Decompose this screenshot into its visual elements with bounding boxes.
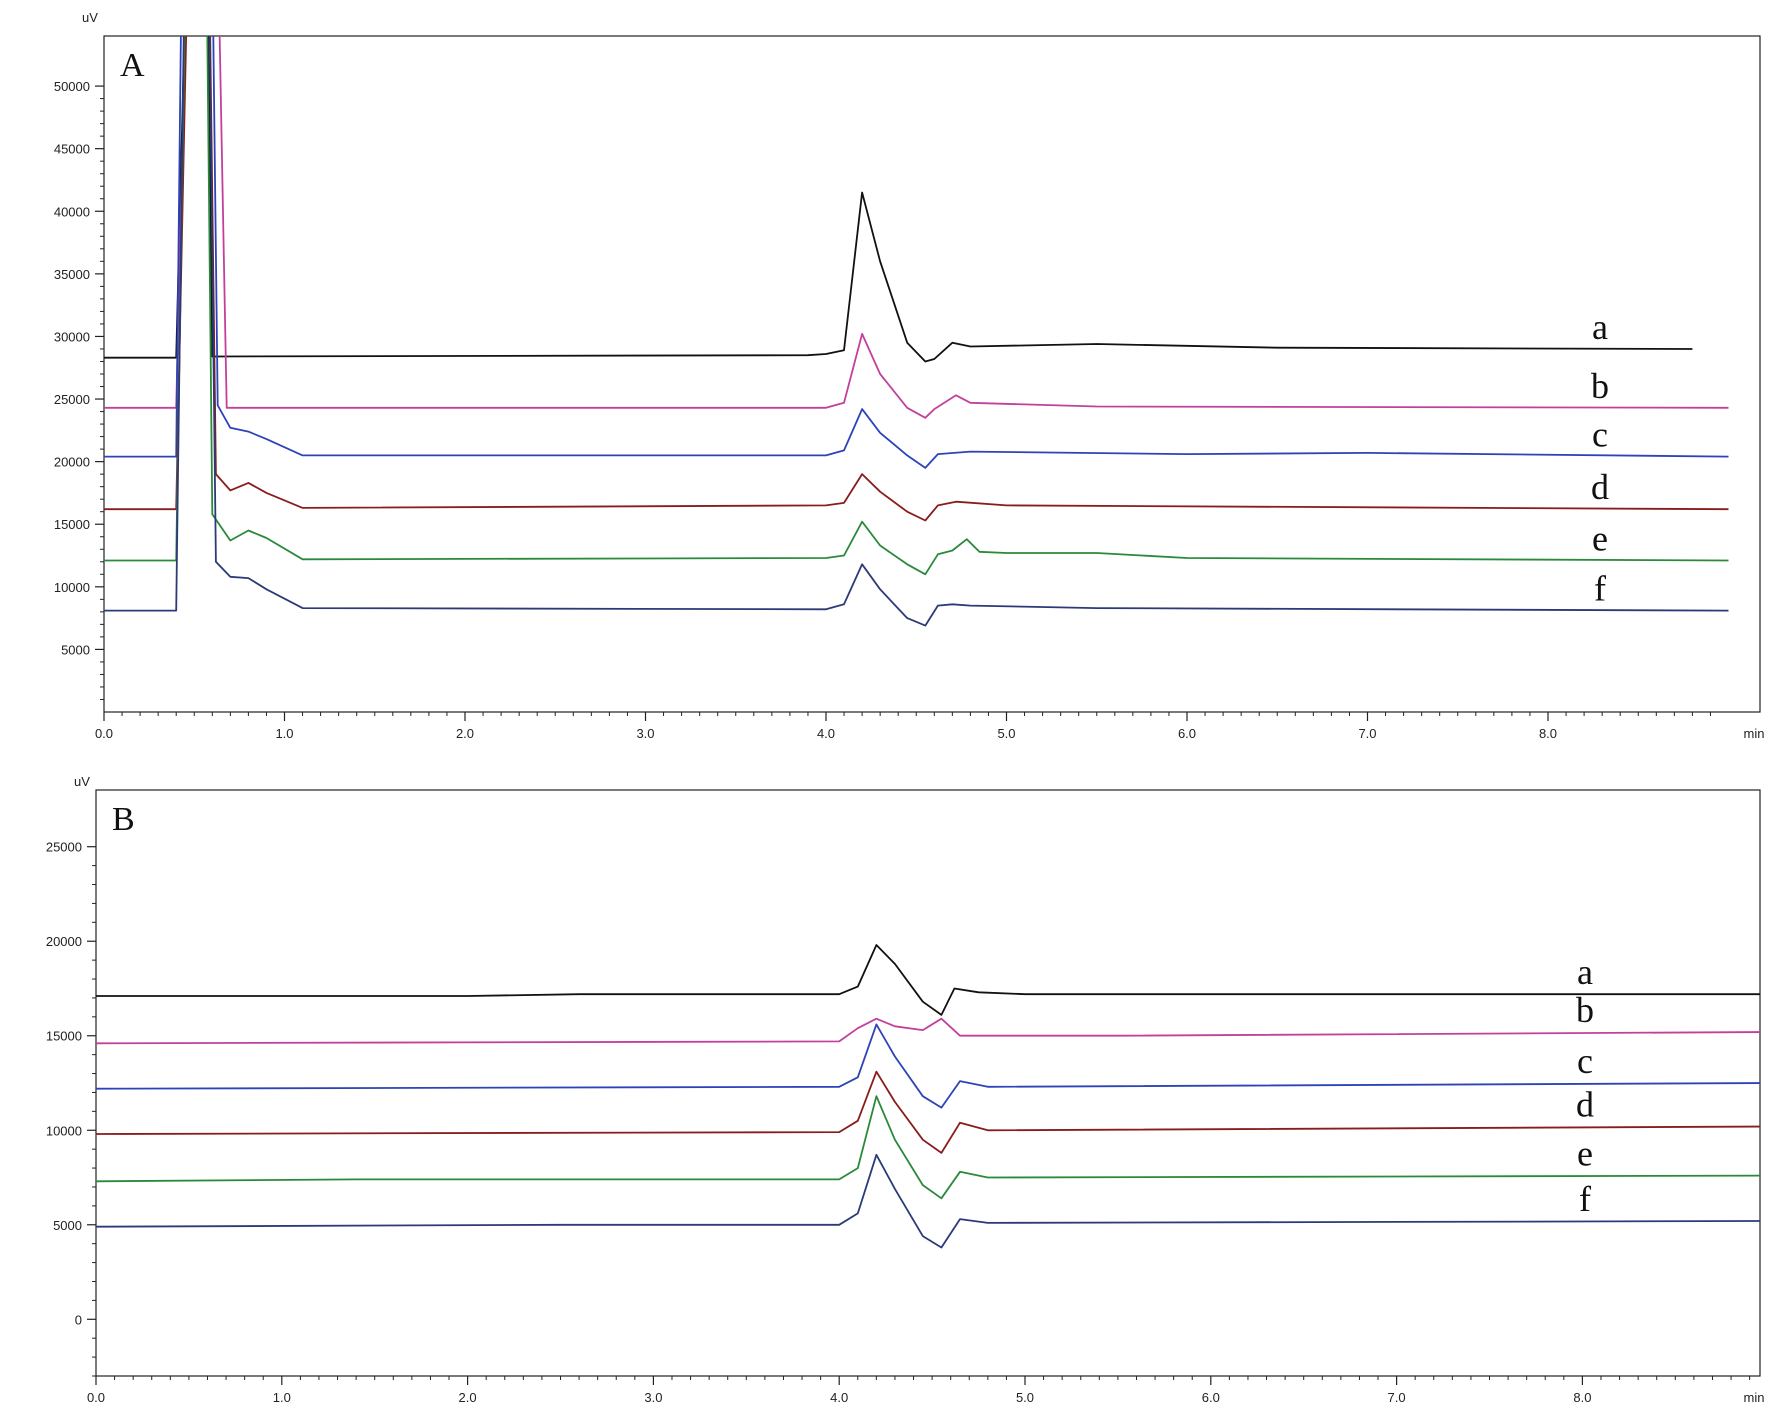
x-tick-label: 8.0 xyxy=(1573,1390,1591,1405)
panel-letter: A xyxy=(120,47,145,84)
x-tick-label: 2.0 xyxy=(456,726,474,741)
trace-label-c: c xyxy=(1577,1041,1593,1081)
y-tick-label: 5000 xyxy=(53,1218,82,1233)
x-tick-label: 7.0 xyxy=(1388,1390,1406,1405)
y-tick-label: 45000 xyxy=(54,142,90,157)
trace-c xyxy=(104,36,1729,469)
x-tick-label: 0.0 xyxy=(87,1390,105,1405)
y-unit-label: uV xyxy=(82,10,98,25)
trace-label-a: a xyxy=(1592,307,1608,347)
trace-f xyxy=(96,1153,1760,1249)
trace-label-b: b xyxy=(1576,990,1594,1030)
x-tick-label: 4.0 xyxy=(830,1390,848,1405)
x-tick-label: 8.0 xyxy=(1539,726,1557,741)
trace-label-a: a xyxy=(1577,952,1593,992)
trace-c xyxy=(96,1023,1760,1109)
trace-a xyxy=(96,944,1760,1016)
y-tick-label: 20000 xyxy=(54,455,90,470)
x-tick-label: 3.0 xyxy=(644,1390,662,1405)
x-tick-label: 6.0 xyxy=(1178,726,1196,741)
panel-letter: B xyxy=(112,801,135,838)
y-unit-label: uV xyxy=(74,774,90,789)
x-tick-label: 6.0 xyxy=(1202,1390,1220,1405)
trace-e xyxy=(104,36,1729,576)
trace-label-f: f xyxy=(1594,569,1606,609)
trace-label-d: d xyxy=(1576,1084,1594,1124)
y-tick-label: 10000 xyxy=(54,580,90,595)
x-tick-label: 5.0 xyxy=(1016,1390,1034,1405)
x-tick-label: 5.0 xyxy=(997,726,1015,741)
x-tick-label: 4.0 xyxy=(817,726,835,741)
x-unit-label: min xyxy=(1744,726,1765,741)
y-tick-label: 15000 xyxy=(54,517,90,532)
x-tick-label: 1.0 xyxy=(273,1390,291,1405)
trace-d xyxy=(96,1070,1760,1154)
x-tick-label: 0.0 xyxy=(95,726,113,741)
y-tick-label: 15000 xyxy=(46,1029,82,1044)
y-tick-label: 40000 xyxy=(54,204,90,219)
plot-frame xyxy=(95,789,1761,1377)
trace-e xyxy=(96,1095,1760,1200)
trace-f xyxy=(104,36,1729,627)
x-tick-label: 2.0 xyxy=(459,1390,477,1405)
y-tick-label: 35000 xyxy=(54,267,90,282)
trace-a xyxy=(104,36,1693,363)
trace-b xyxy=(104,36,1729,419)
x-tick-label: 7.0 xyxy=(1358,726,1376,741)
trace-label-b: b xyxy=(1591,366,1609,406)
trace-b xyxy=(96,1017,1760,1045)
y-tick-label: 25000 xyxy=(46,840,82,855)
y-tick-label: 20000 xyxy=(46,934,82,949)
y-tick-label: 5000 xyxy=(61,642,90,657)
panel-a: 5000 10000 15000 20000 25000 30000 35000 40000 4… xyxy=(54,10,1765,741)
trace-label-e: e xyxy=(1577,1134,1593,1174)
trace-label-e: e xyxy=(1592,519,1608,559)
x-unit-label: min xyxy=(1744,1390,1765,1405)
x-tick-label: 3.0 xyxy=(636,726,654,741)
y-tick-label: 10000 xyxy=(46,1123,82,1138)
trace-label-d: d xyxy=(1591,467,1609,507)
series-group xyxy=(104,36,1729,627)
y-tick-label: 50000 xyxy=(54,79,90,94)
trace-label-f: f xyxy=(1579,1179,1591,1219)
x-tick-label: 1.0 xyxy=(275,726,293,741)
y-tick-label: 30000 xyxy=(54,329,90,344)
y-tick-label: 0 xyxy=(75,1312,82,1327)
trace-d xyxy=(104,36,1729,522)
panel-b: 0 5000 10000 15000 20000 25000 0.0 1.0 2.0 3.0 4.0… xyxy=(46,774,1765,1405)
y-tick-label: 25000 xyxy=(54,392,90,407)
series-group xyxy=(96,944,1760,1249)
trace-label-c: c xyxy=(1592,415,1608,455)
